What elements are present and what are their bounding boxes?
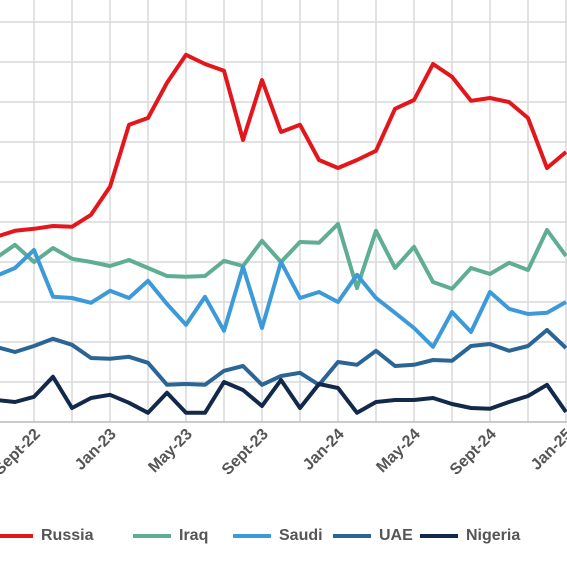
series-line (0, 248, 567, 349)
x-tick-label: May-23 (145, 426, 195, 476)
series-line (0, 222, 567, 291)
series-line (0, 374, 567, 415)
x-tick-label: Sept-24 (447, 426, 500, 479)
legend-label: Saudi (279, 527, 323, 544)
x-tick-label: May-24 (373, 426, 423, 476)
legend-label: Iraq (179, 527, 208, 544)
x-tick-label: Jan-24 (300, 426, 348, 474)
x-tick-label: Sept-22 (0, 426, 44, 479)
legend-label: Nigeria (466, 527, 520, 544)
x-tick-label: Jan-23 (72, 426, 120, 474)
x-tick-label: Sept-23 (219, 426, 272, 479)
legend-label: UAE (379, 527, 413, 544)
series-line (0, 328, 567, 387)
x-tick-label: Jan-25 (528, 426, 567, 474)
legend-label: Russia (41, 527, 94, 544)
series-line (0, 52, 567, 238)
